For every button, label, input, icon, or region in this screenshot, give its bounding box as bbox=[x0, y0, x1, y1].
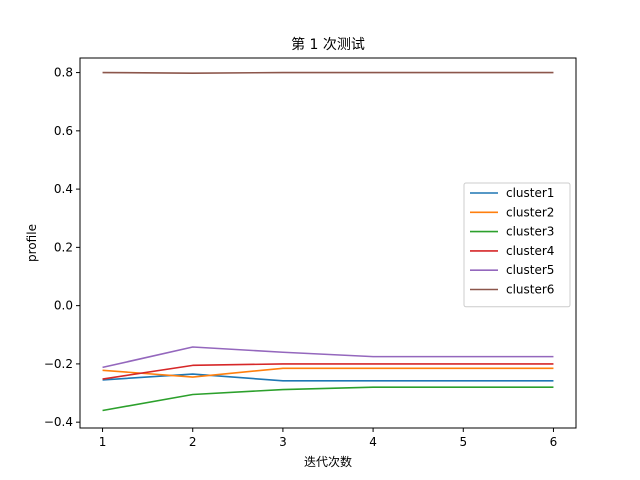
y-tick-label: 0.6 bbox=[54, 124, 73, 138]
y-tick-label: 0.2 bbox=[54, 240, 73, 254]
x-tick-label: 2 bbox=[189, 435, 197, 449]
legend-label: cluster5 bbox=[506, 263, 554, 277]
legend-label: cluster6 bbox=[506, 283, 554, 297]
series-lines bbox=[102, 71, 554, 412]
series-line-cluster4 bbox=[102, 363, 554, 380]
series-line-cluster2 bbox=[102, 367, 554, 378]
y-axis-label: profile bbox=[25, 224, 39, 262]
series-line-cluster3 bbox=[102, 386, 554, 412]
y-tick-label: 0.8 bbox=[54, 66, 73, 80]
chart-title: 第 1 次测试 bbox=[291, 36, 365, 53]
legend: cluster1 cluster2 cluster3 cluster4 cluster5… bbox=[463, 182, 571, 308]
y-tick-label: 0.4 bbox=[54, 182, 73, 196]
x-axis: 1 2 3 4 5 6 bbox=[99, 428, 558, 449]
x-tick-label: 4 bbox=[369, 435, 377, 449]
series-line-cluster6 bbox=[102, 71, 554, 74]
y-tick-label: 0.0 bbox=[54, 299, 73, 313]
legend-label: cluster3 bbox=[506, 225, 554, 239]
x-tick-label: 3 bbox=[279, 435, 287, 449]
x-tick-label: 1 bbox=[99, 435, 107, 449]
series-line-cluster5 bbox=[102, 346, 554, 369]
legend-label: cluster2 bbox=[506, 205, 554, 219]
legend-label: cluster4 bbox=[506, 244, 554, 258]
legend-box bbox=[463, 182, 571, 308]
x-tick-label: 5 bbox=[459, 435, 467, 449]
y-axis: −0.4 −0.2 0.0 0.2 0.4 0.6 0.8 bbox=[44, 66, 80, 429]
y-tick-label: −0.2 bbox=[44, 357, 73, 371]
legend-label: cluster1 bbox=[506, 186, 554, 200]
series-line-cluster1 bbox=[102, 373, 554, 382]
y-tick-label: −0.4 bbox=[44, 415, 73, 429]
x-tick-label: 6 bbox=[550, 435, 558, 449]
x-axis-label: 迭代次数 bbox=[304, 454, 352, 469]
